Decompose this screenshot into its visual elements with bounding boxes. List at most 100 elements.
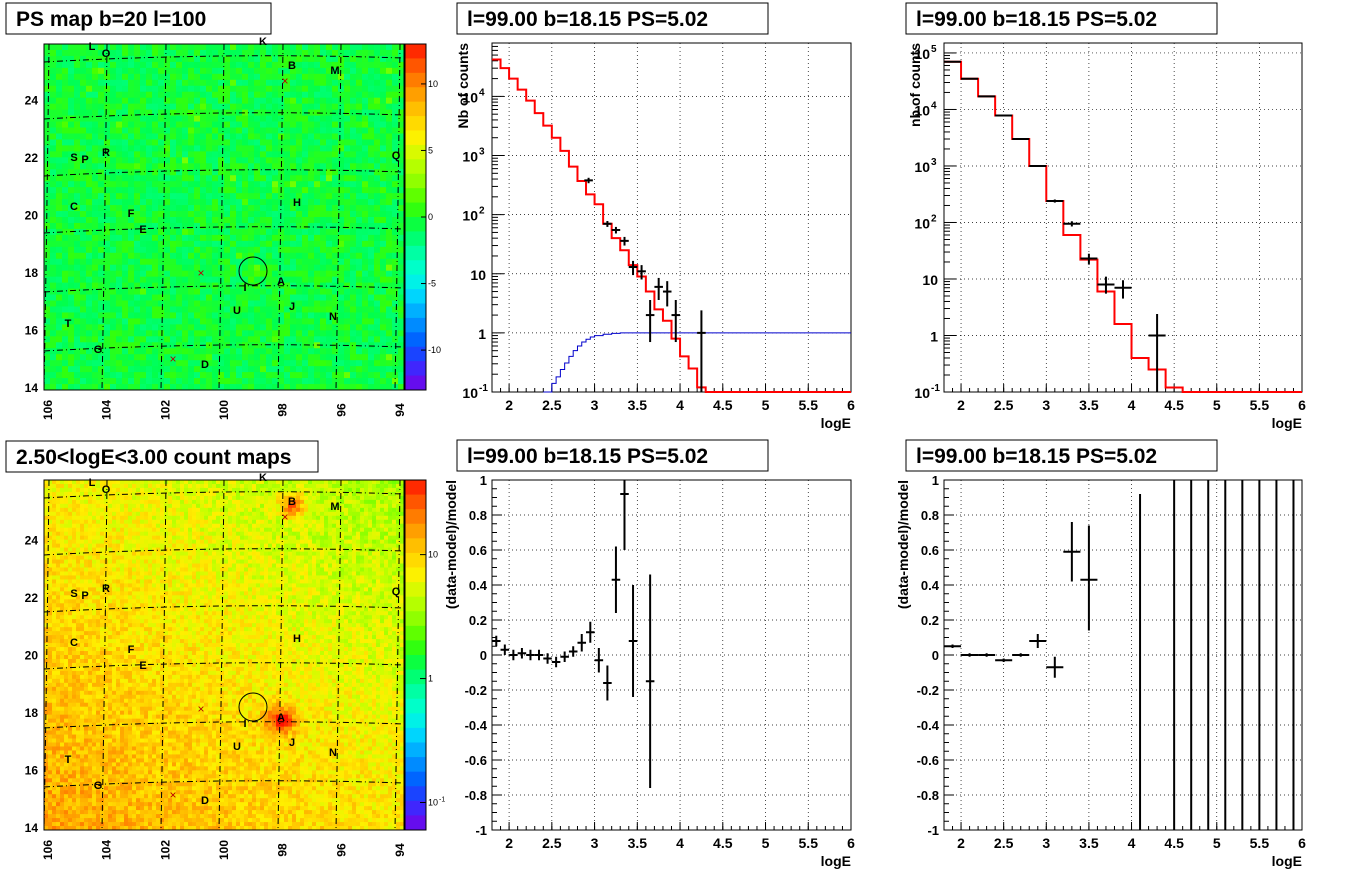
y-tick-label: 10 [914,159,930,175]
y-tick-label: -1 [927,823,939,838]
y-tick-label: 0 [480,648,487,663]
map-y-tick: 20 [25,649,39,663]
map-y-tick: 24 [25,534,39,548]
plot-frame [491,42,852,393]
colorbar-step [405,713,426,729]
source-label: C [70,637,78,649]
colorbar-step [405,640,426,656]
x-tick-label: 4.5 [1164,835,1184,851]
data-point [944,644,962,648]
data-point [1029,634,1047,648]
source-label: M [330,65,339,77]
x-tick-label: 5.5 [799,835,819,851]
source-label: F [128,644,135,656]
colorbar-step [405,116,426,131]
colorbar-step [405,375,426,391]
residuals-coarse-title: l=99.00 b=18.15 PS=5.02 [916,445,1157,468]
map-frame [43,479,405,831]
x-axis-label: logE [1272,853,1302,869]
y-tick-label: -0.2 [465,683,487,698]
map-y-tick: 22 [25,591,39,605]
map-grid-lon [160,479,167,831]
source-label: O [102,484,111,496]
y-tick-label: 10 [914,215,930,231]
y-tick-label: 1 [478,326,486,342]
data-point [611,226,621,234]
x-tick-label: 5.5 [799,397,819,413]
y-axis-label: (data-model)/model [443,480,459,609]
y-tick-label: 1 [930,328,938,344]
data-point [1046,656,1064,678]
map-grid-lat [43,344,405,352]
plot-frame [491,479,852,831]
colorbar-step [405,684,426,700]
y-tick-label: 10 [462,89,478,105]
data-point [1046,199,1064,203]
data-point [526,649,535,661]
map-y-tick: 20 [25,209,39,223]
x-tick-label: 6 [1298,397,1306,413]
map-grid-lon [394,43,401,391]
spectrum-coarse-title-box [905,2,1218,35]
y-tick-label: -0.6 [917,753,939,768]
source-label: E [139,224,146,236]
y-tick-label: 0.2 [469,613,487,628]
x-axis-label: logE [1272,415,1302,431]
data-point [594,648,604,673]
data-point [1063,522,1081,582]
map-grid-lat [43,285,405,293]
map-x-tick: 102 [158,400,172,420]
source-label: U [233,305,241,317]
x-tick-label: 3 [1042,835,1050,851]
source-label: K [259,472,267,484]
map-x-tick: 98 [276,843,290,857]
y-tick-label: -1 [475,823,487,838]
colorbar-step [405,101,426,117]
data-point [697,310,706,392]
data-point [611,546,621,613]
x-tick-label: 2 [505,835,513,851]
colorbar-step [405,72,426,88]
y-tick-label: 10 [922,272,938,288]
source-label: R [102,147,110,159]
map-grid-lon [277,479,284,831]
spectrum-fine-title-box [456,2,769,35]
source-label: T [65,754,72,766]
x-tick-label: 2.5 [994,397,1014,413]
data-point [662,281,672,307]
y-tick-exponent: 3 [931,157,937,168]
map-frame [43,43,405,391]
data-point [620,480,629,550]
colorbar-tick: 1 [428,674,433,684]
cross-marker: × [197,702,204,716]
y-tick-label: 10 [914,385,930,401]
map-grid-lon [394,479,401,831]
map-y-tick: 22 [25,151,39,165]
colorbar-step [405,655,426,671]
y-axis-label: nb of counts [907,43,923,127]
y-tick-label: 10 [462,149,478,165]
source-label: U [233,741,241,753]
x-tick-label: 5 [1213,835,1221,851]
colorbar-step [405,245,426,261]
data-point [628,260,638,276]
colorbar-step [405,509,426,525]
colorbar-tick: 10 [428,550,438,560]
colorbar-frame [404,479,427,831]
map-y-tick: 14 [25,381,39,395]
colorbar-step [405,317,426,333]
colorbar-step [405,260,426,276]
map-grid-lat [43,112,405,120]
colorbar-tick: 5 [428,145,433,155]
target-circle [238,692,268,722]
map-grid-lon [101,479,108,831]
data-point [603,665,612,701]
y-tick-exponent: 4 [479,87,485,98]
colorbar-step [405,44,426,59]
x-tick-label: 4 [1128,835,1136,851]
x-tick-label: 4 [676,397,684,413]
data-point [1148,314,1166,392]
map-grid-lon [218,479,225,831]
